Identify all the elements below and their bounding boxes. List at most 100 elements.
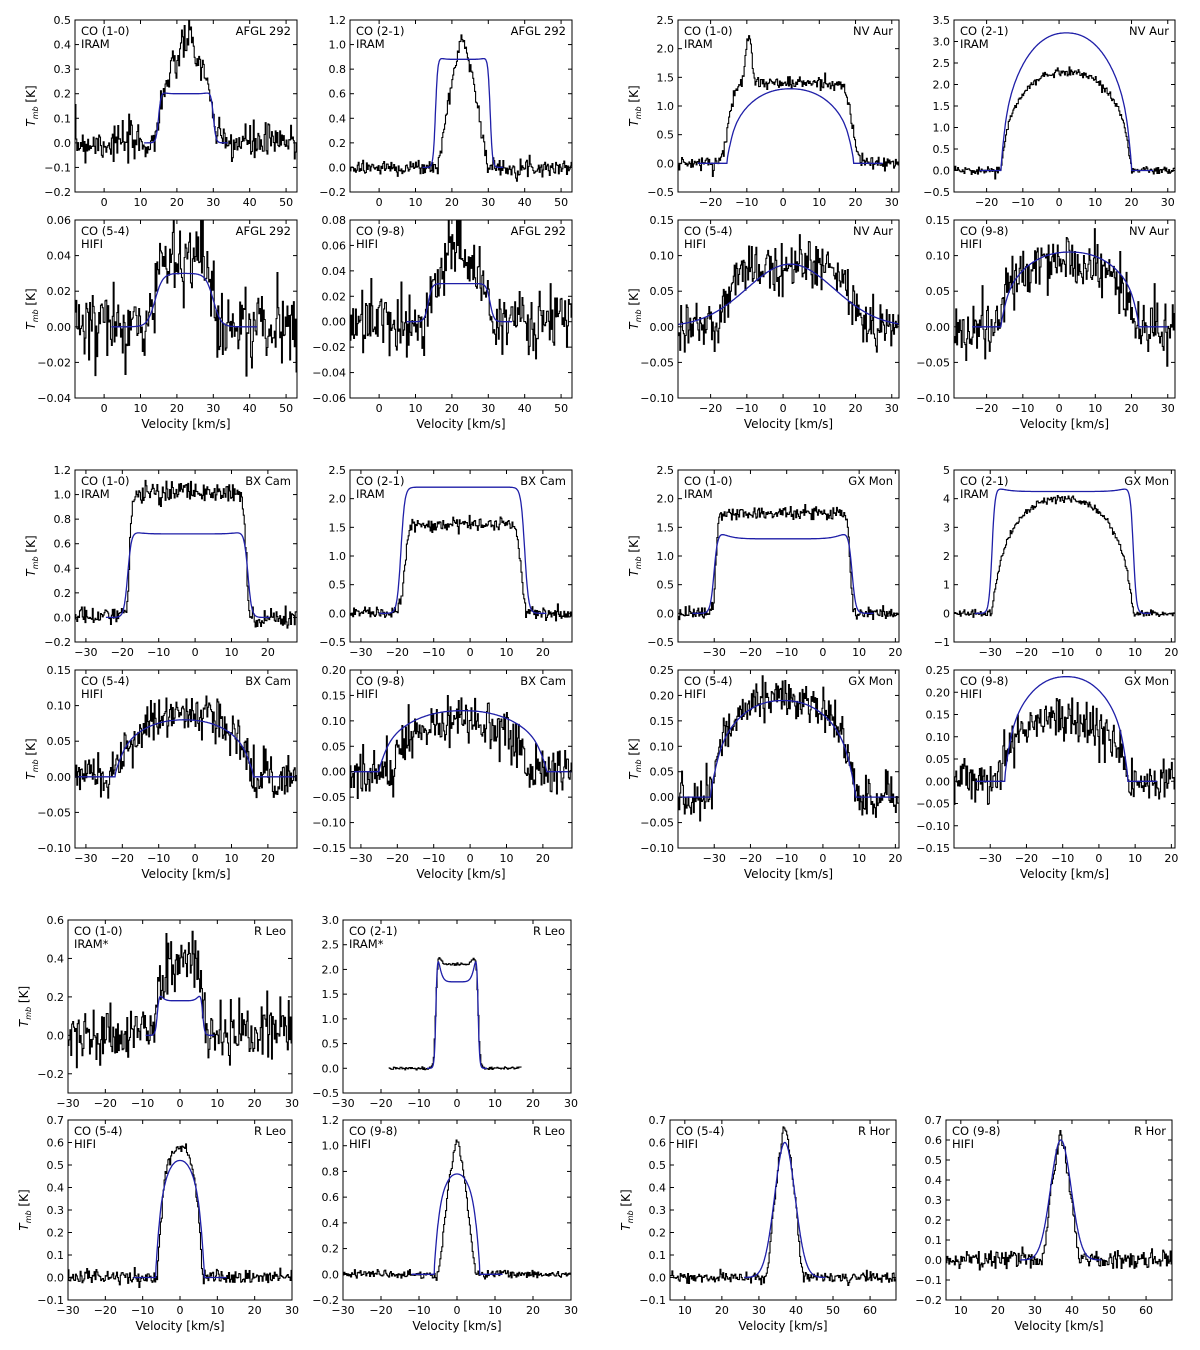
y-tick-label: 0.04 (47, 250, 72, 263)
transition-label: CO (1-0) (684, 24, 733, 38)
y-tick-label: 0.6 (47, 914, 65, 927)
x-tick-label: −10 (422, 852, 445, 865)
spectrum-panel: 0 10 20 30 40 50 −0.2 −0.1 0.0 0.1 0.2 0.3 0.4 0.5 CO … (24, 14, 298, 209)
x-tick-label: 0 (376, 402, 383, 415)
x-tick-label: −10 (735, 196, 758, 209)
axes-frame (74, 219, 298, 399)
x-tick-label: 30 (885, 196, 899, 209)
x-tick-label: 0 (101, 402, 108, 415)
x-tick-label: −20 (1015, 852, 1038, 865)
x-axis-label: Velocity [km/s] (1020, 867, 1109, 881)
spectrum-panel: −30 −20 −10 0 10 20 −0.15 −0.10 −0.05 0.00 0.05 0.1… (312, 664, 573, 881)
observed-spectrum (678, 675, 899, 822)
x-axis-label: Velocity [km/s] (412, 1319, 501, 1333)
x-tick-label: −10 (1051, 852, 1074, 865)
y-tick-label: 0.02 (322, 290, 347, 303)
x-tick-label: 50 (554, 402, 568, 415)
y-tick-label: 1.0 (322, 1013, 340, 1026)
y-tick-label: 1.0 (322, 1140, 340, 1153)
telescope-label: HIFI (960, 687, 982, 701)
y-tick-label: 0.8 (329, 63, 347, 76)
x-tick-label: −20 (699, 196, 722, 209)
x-tick-label: 0 (1056, 402, 1063, 415)
y-tick-label: 0.0 (329, 161, 347, 174)
transition-label: CO (9-8) (960, 224, 1009, 238)
x-tick-label: −30 (56, 1097, 79, 1110)
x-tick-label: 10 (1088, 196, 1102, 209)
y-tick-label: −0.10 (312, 817, 346, 830)
y-tick-label: 0.6 (322, 1191, 340, 1204)
x-tick-label: 30 (206, 402, 220, 415)
x-tick-label: −10 (735, 402, 758, 415)
y-tick-label: 0.05 (650, 766, 675, 779)
x-tick-label: −20 (699, 402, 722, 415)
y-tick-label: 0.15 (926, 214, 951, 227)
x-tick-label: 40 (1065, 1304, 1079, 1317)
x-tick-label: 30 (564, 1097, 578, 1110)
spectrum-panel: −30 −20 −10 0 10 20 30 −0.2 0.0 0.2 0.4 0.6 CO (1-0)… (17, 914, 299, 1110)
y-tick-label: 0.5 (47, 1159, 65, 1172)
transition-label: CO (9-8) (356, 674, 405, 688)
y-tick-label: 5 (943, 464, 950, 477)
x-tick-label: 20 (715, 1304, 729, 1317)
x-tick-label: 0 (454, 1304, 461, 1317)
telescope-label: HIFI (952, 1137, 974, 1151)
observed-spectrum (350, 514, 572, 622)
x-tick-label: −30 (703, 646, 726, 659)
x-tick-label: −30 (56, 1304, 79, 1317)
x-tick-label: −10 (1011, 196, 1034, 209)
x-axis-label: Velocity [km/s] (135, 1319, 224, 1333)
y-tick-label: 0.20 (650, 689, 675, 702)
y-tick-label: 0.3 (54, 63, 72, 76)
y-tick-label: −0.1 (44, 161, 71, 174)
y-tick-label: 0.05 (322, 740, 347, 753)
model-profile (975, 676, 1157, 782)
y-tick-label: 0.00 (650, 791, 675, 804)
y-tick-label: 0.05 (926, 285, 951, 298)
model-profile (979, 32, 1154, 172)
y-tick-label: 2.5 (657, 464, 675, 477)
x-tick-label: 60 (1139, 1304, 1153, 1317)
x-tick-label: 50 (826, 1304, 840, 1317)
y-tick-label: −0.05 (640, 817, 674, 830)
x-tick-label: −10 (775, 852, 798, 865)
transition-label: CO (2-1) (356, 24, 405, 38)
y-axis-label: Tmb [K] (619, 1189, 635, 1230)
x-axis-label: Velocity [km/s] (744, 867, 833, 881)
model-profile (422, 57, 504, 169)
y-tick-label: 0.06 (322, 239, 347, 252)
x-tick-label: 10 (224, 646, 238, 659)
y-tick-label: 3.0 (322, 914, 340, 927)
y-tick-label: 1.2 (329, 14, 347, 27)
x-tick-label: 10 (852, 852, 866, 865)
x-tick-label: 30 (564, 1304, 578, 1317)
model-profile (743, 1141, 826, 1279)
transition-label: CO (2-1) (960, 474, 1009, 488)
x-tick-label: 0 (780, 402, 787, 415)
y-tick-label: 0.2 (54, 587, 72, 600)
y-tick-label: 1.5 (329, 521, 347, 534)
x-tick-label: 0 (467, 646, 474, 659)
x-tick-label: −10 (147, 852, 170, 865)
y-tick-label: 0.10 (926, 731, 951, 744)
y-tick-label: 1.0 (657, 100, 675, 113)
model-profile (75, 719, 297, 778)
transition-label: CO (5-4) (81, 674, 130, 688)
y-tick-label: 1.0 (933, 122, 951, 135)
x-tick-label: −20 (386, 646, 409, 659)
y-axis-label: Tmb [K] (17, 1189, 33, 1230)
y-axis-label: Tmb [K] (627, 738, 643, 779)
y-tick-label: 0.0 (54, 137, 72, 150)
x-tick-label: −20 (739, 646, 762, 659)
transition-label: CO (5-4) (684, 674, 733, 688)
model-profile (974, 488, 1151, 614)
y-tick-label: −0.05 (312, 791, 346, 804)
x-tick-label: −30 (331, 1304, 354, 1317)
model-profile (145, 995, 215, 1036)
x-tick-label: −20 (111, 646, 134, 659)
x-tick-label: −20 (975, 402, 998, 415)
observed-spectrum (75, 20, 297, 164)
model-profile (111, 272, 257, 328)
x-tick-label: 10 (678, 1304, 692, 1317)
x-tick-label: 10 (224, 852, 238, 865)
